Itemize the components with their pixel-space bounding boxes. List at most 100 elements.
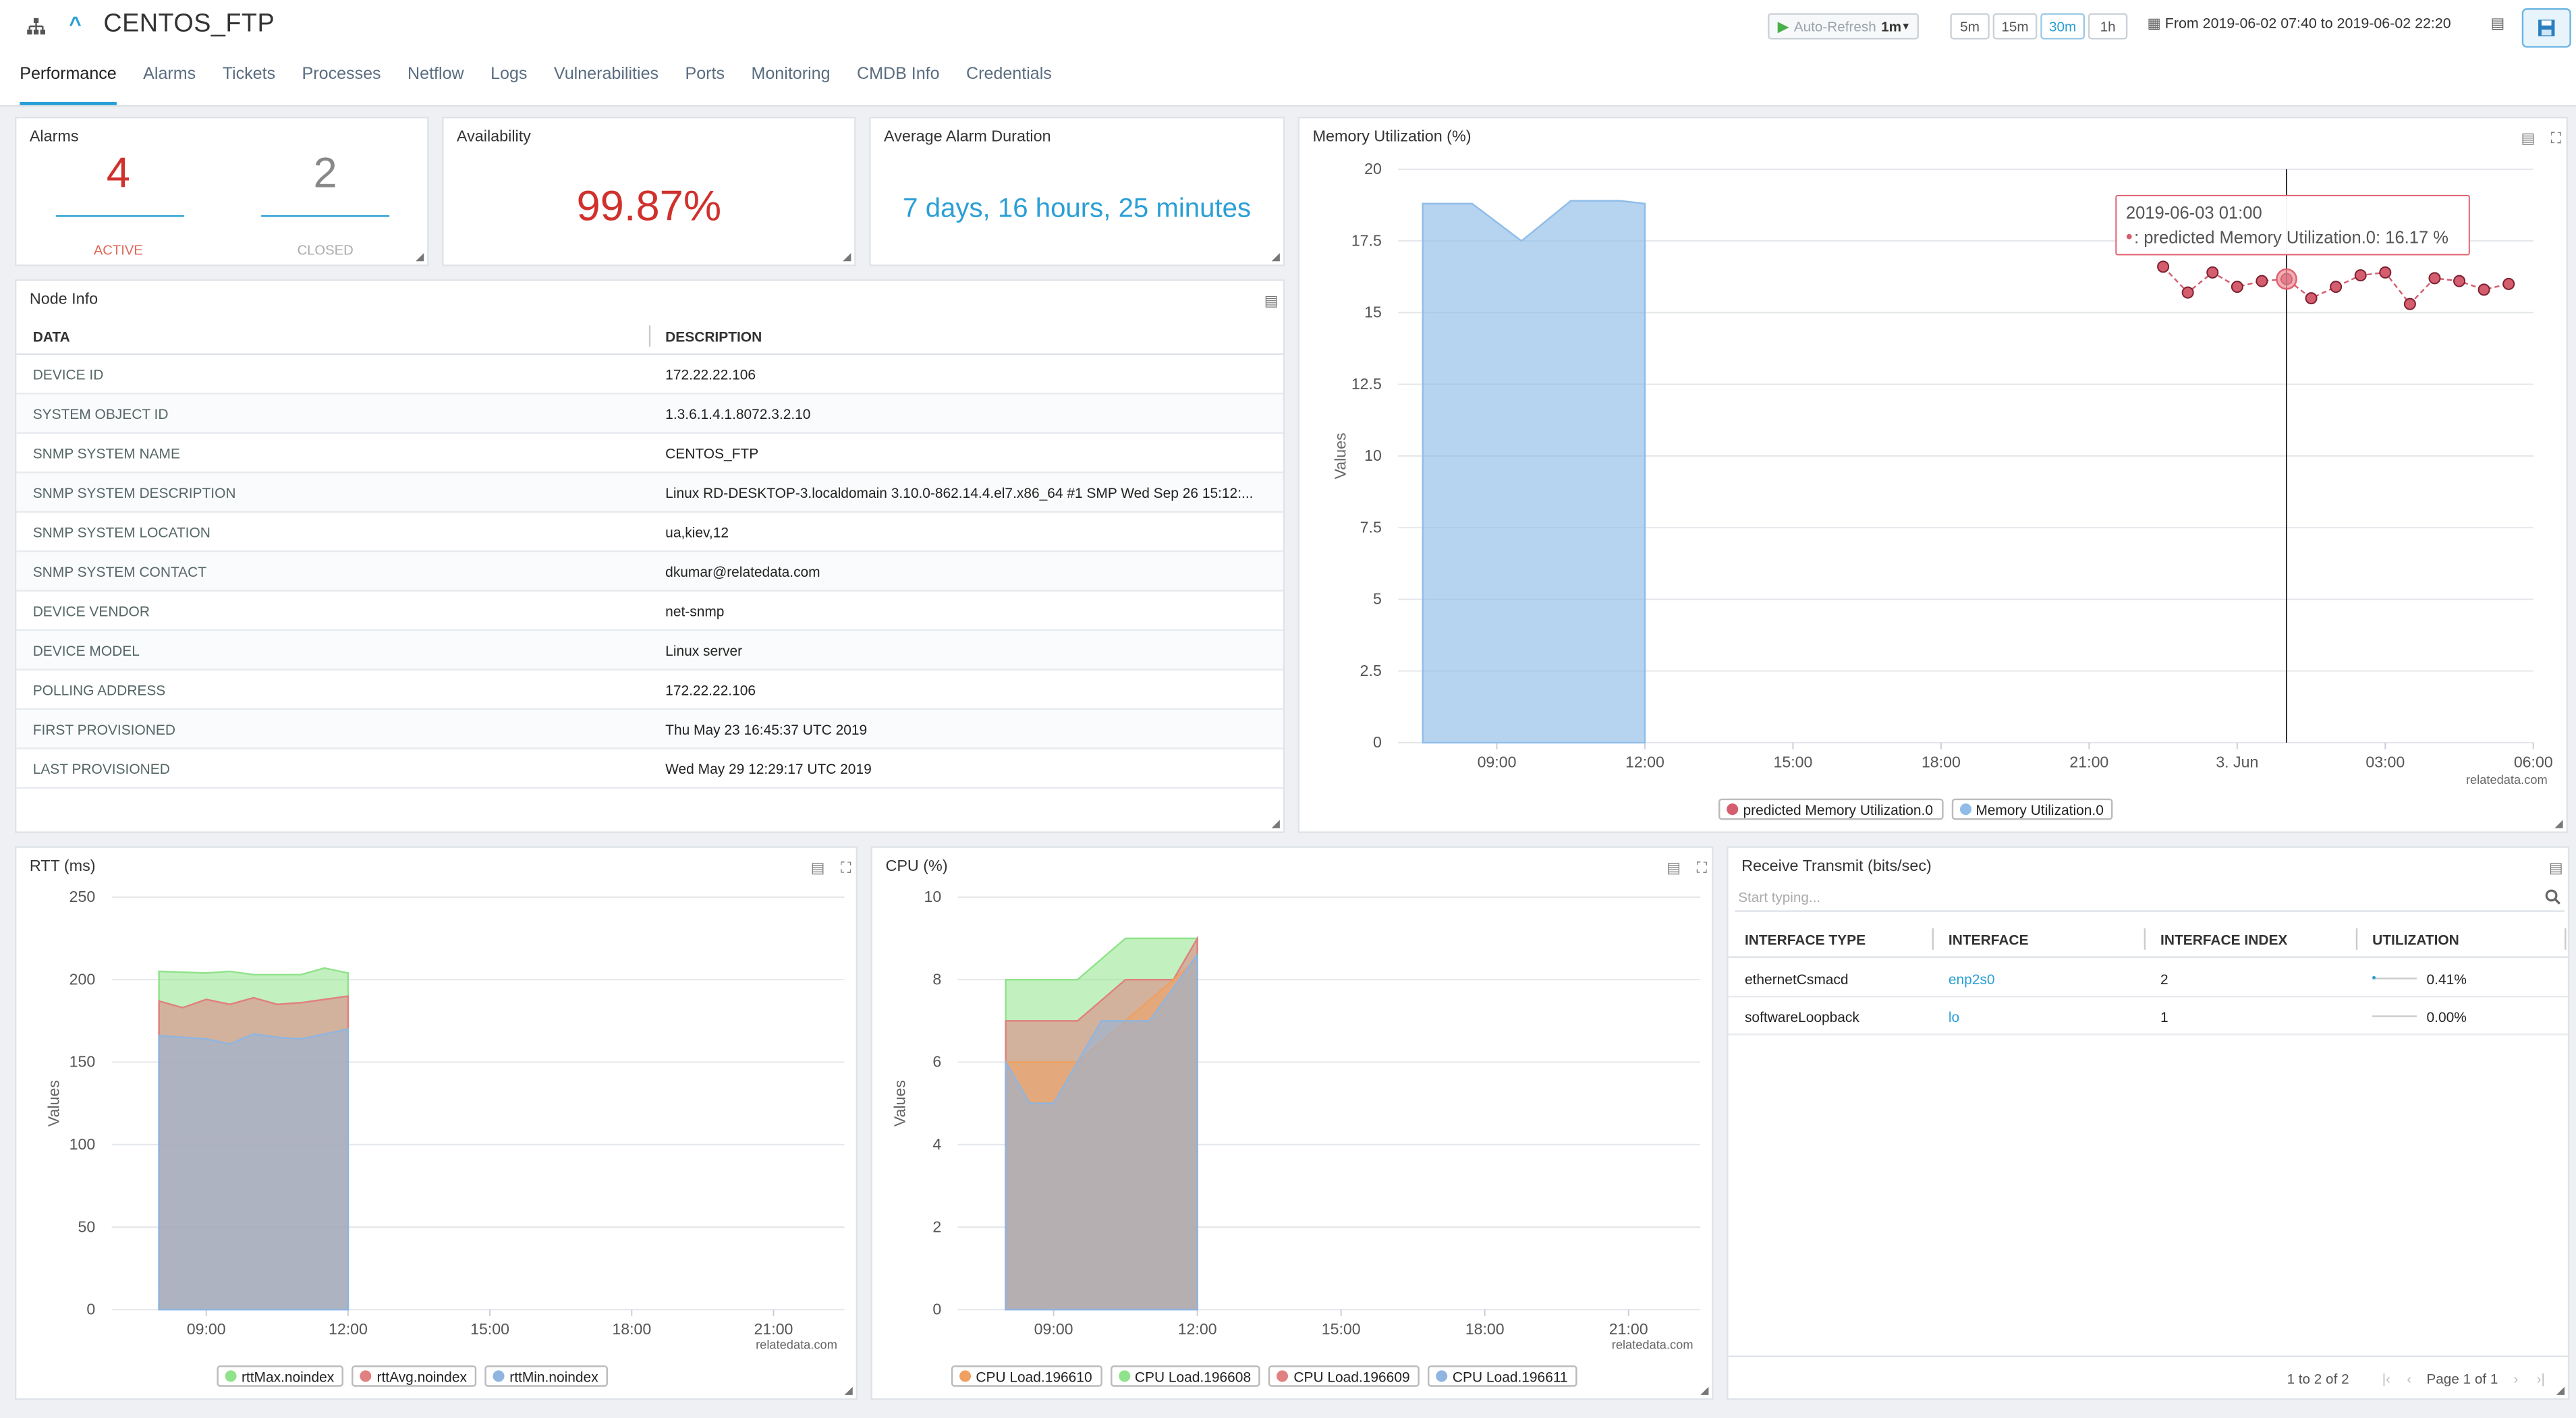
legend-item[interactable]: rttMin.noindex bbox=[484, 1365, 609, 1387]
header-utilization[interactable]: UTILIZATION bbox=[2372, 932, 2459, 948]
topology-icon[interactable] bbox=[26, 16, 46, 36]
auto-refresh-button[interactable]: ▶ Auto-Refresh 1m ▾ bbox=[1768, 13, 1919, 40]
fullscreen-icon[interactable]: ⛶ bbox=[1696, 859, 1707, 876]
fullscreen-icon[interactable]: ⛶ bbox=[2550, 130, 2562, 146]
search-input[interactable]: Start typing... bbox=[1735, 884, 2565, 912]
table-row[interactable]: FIRST PROVISIONED Thu May 23 16:45:37 UTC… bbox=[16, 710, 1283, 749]
avg-duration-title: Average Alarm Duration bbox=[884, 127, 1051, 146]
legend-item[interactable]: rttAvg.noindex bbox=[352, 1365, 477, 1387]
active-alarm-count[interactable]: 4 bbox=[106, 148, 130, 198]
chart-credit[interactable]: relatedata.com bbox=[2465, 772, 2548, 787]
search-icon[interactable] bbox=[2545, 889, 2561, 905]
table-row[interactable]: DEVICE VENDOR net-snmp bbox=[16, 592, 1283, 631]
table-row[interactable]: SNMP SYSTEM NAME CENTOS_FTP bbox=[16, 434, 1283, 474]
last-page-icon[interactable]: ›| bbox=[2536, 1370, 2545, 1387]
header-interface[interactable]: INTERFACE bbox=[1948, 932, 2029, 948]
legend-label: rttMax.noindex bbox=[241, 1367, 335, 1385]
interface-index-cell: 1 bbox=[2160, 1009, 2168, 1025]
tab-alarms[interactable]: Alarms bbox=[143, 65, 196, 84]
tab-credentials[interactable]: Credentials bbox=[966, 65, 1052, 84]
resize-handle[interactable] bbox=[843, 253, 851, 262]
y-tick-label: 200 bbox=[69, 970, 96, 988]
chart-credit[interactable]: relatedata.com bbox=[1611, 1337, 1693, 1353]
data-point bbox=[2305, 292, 2318, 305]
legend-item[interactable]: Memory Utilization.0 bbox=[1951, 798, 2114, 820]
header-description[interactable]: DESCRIPTION bbox=[665, 329, 762, 345]
resize-handle[interactable] bbox=[2554, 820, 2563, 828]
table-row[interactable]: DEVICE ID 172.22.22.106 bbox=[16, 355, 1283, 395]
table-row[interactable]: softwareLoopback lo 1 0.00% bbox=[1728, 997, 2568, 1036]
y-tick-label: 2 bbox=[932, 1218, 941, 1235]
legend-item[interactable]: predicted Memory Utilization.0 bbox=[1718, 798, 1943, 820]
table-row[interactable]: SNMP SYSTEM DESCRIPTION Linux RD-DESKTOP-… bbox=[16, 473, 1283, 513]
tab-processes[interactable]: Processes bbox=[302, 65, 381, 84]
next-page-icon[interactable]: › bbox=[2513, 1370, 2519, 1387]
pdf-export-icon[interactable]: ▤ bbox=[2548, 859, 2563, 876]
y-tick-label: 8 bbox=[932, 970, 941, 988]
description-cell: net-snmp bbox=[665, 602, 725, 620]
availability-value: 99.87% bbox=[576, 180, 722, 230]
sparkline-dot bbox=[2372, 975, 2376, 980]
chart-legend: predicted Memory Utilization.0 Memory Uti… bbox=[1718, 798, 2114, 820]
table-row[interactable]: POLLING ADDRESS 172.22.22.106 bbox=[16, 671, 1283, 710]
tab-monitoring[interactable]: Monitoring bbox=[751, 65, 831, 84]
header-interface-index[interactable]: INTERFACE INDEX bbox=[2160, 932, 2288, 948]
legend-item[interactable]: CPU Load.196610 bbox=[951, 1365, 1102, 1387]
pdf-export-icon[interactable]: ▤ bbox=[2521, 130, 2536, 146]
y-tick-label: 0 bbox=[86, 1301, 95, 1318]
table-row[interactable]: SNMP SYSTEM CONTACT dkumar@relatedata.com bbox=[16, 552, 1283, 592]
tab-logs[interactable]: Logs bbox=[491, 65, 528, 84]
y-axis-label: Values bbox=[891, 1080, 909, 1127]
first-page-icon[interactable]: |‹ bbox=[2382, 1370, 2391, 1387]
pdf-export-icon[interactable]: ▤ bbox=[2490, 14, 2505, 32]
save-dashboard-button[interactable] bbox=[2521, 8, 2571, 48]
x-tick-label: 18:00 bbox=[1922, 753, 1961, 770]
time-30m-button[interactable]: 30m bbox=[2040, 13, 2085, 40]
resize-handle[interactable] bbox=[416, 253, 424, 262]
table-row[interactable]: LAST PROVISIONED Wed May 29 12:29:17 UTC … bbox=[16, 749, 1283, 789]
table-row[interactable]: SYSTEM OBJECT ID 1.3.6.1.4.1.8072.3.2.10 bbox=[16, 394, 1283, 434]
pdf-export-icon[interactable]: ▤ bbox=[1667, 859, 1681, 876]
tab-netflow[interactable]: Netflow bbox=[408, 65, 464, 84]
resize-handle[interactable] bbox=[844, 1386, 853, 1395]
header-interface-type[interactable]: INTERFACE TYPE bbox=[1744, 932, 1866, 948]
tab-tickets[interactable]: Tickets bbox=[222, 65, 276, 84]
tab-performance[interactable]: Performance bbox=[20, 64, 117, 105]
interface-link[interactable]: enp2s0 bbox=[1948, 971, 1995, 988]
resize-handle[interactable] bbox=[1271, 253, 1280, 262]
y-axis-label: Values bbox=[45, 1080, 63, 1127]
legend-item[interactable]: CPU Load.196608 bbox=[1110, 1365, 1261, 1387]
date-range-picker[interactable]: ▦ From 2019-06-02 07:40 to 2019-06-02 22… bbox=[2148, 15, 2451, 33]
data-point bbox=[2330, 281, 2343, 293]
data-point bbox=[2477, 283, 2490, 296]
legend-swatch bbox=[493, 1370, 505, 1382]
page-title: CENTOS_FTP bbox=[103, 9, 275, 38]
x-tick-label: 18:00 bbox=[612, 1320, 651, 1338]
resize-handle[interactable] bbox=[1700, 1386, 1709, 1395]
time-1h-button[interactable]: 1h bbox=[2088, 13, 2128, 40]
tab-vulnerabilities[interactable]: Vulnerabilities bbox=[553, 65, 659, 84]
pdf-export-icon[interactable]: ▤ bbox=[810, 859, 825, 876]
date-range-text: From 2019-06-02 07:40 to 2019-06-02 22:2… bbox=[2164, 14, 2451, 32]
table-row[interactable]: DEVICE MODEL Linux server bbox=[16, 631, 1283, 671]
legend-item[interactable]: rttMax.noindex bbox=[217, 1365, 344, 1387]
tab-ports[interactable]: Ports bbox=[685, 65, 725, 84]
legend-label: CPU Load.196609 bbox=[1293, 1367, 1410, 1385]
pdf-export-icon[interactable]: ▤ bbox=[1264, 292, 1279, 309]
legend-item[interactable]: CPU Load.196611 bbox=[1428, 1365, 1578, 1387]
prev-page-icon[interactable]: ‹ bbox=[2407, 1370, 2412, 1387]
time-5m-button[interactable]: 5m bbox=[1950, 13, 1990, 40]
header-data[interactable]: DATA bbox=[32, 329, 70, 345]
table-row[interactable]: SNMP SYSTEM LOCATION ua,kiev,12 bbox=[16, 513, 1283, 552]
chevron-up-icon[interactable]: ^ bbox=[69, 11, 82, 36]
chart-credit[interactable]: relatedata.com bbox=[756, 1337, 837, 1353]
closed-alarm-count[interactable]: 2 bbox=[313, 148, 337, 198]
resize-handle[interactable] bbox=[2556, 1386, 2565, 1395]
legend-item[interactable]: CPU Load.196609 bbox=[1268, 1365, 1420, 1387]
time-15m-button[interactable]: 15m bbox=[1992, 13, 2038, 40]
table-row[interactable]: ethernetCsmacd enp2s0 2 0.41% bbox=[1728, 959, 2568, 998]
fullscreen-icon[interactable]: ⛶ bbox=[840, 859, 851, 876]
interface-link[interactable]: lo bbox=[1948, 1009, 1960, 1025]
resize-handle[interactable] bbox=[1271, 820, 1280, 828]
tab-cmdb-info[interactable]: CMDB Info bbox=[856, 65, 940, 84]
